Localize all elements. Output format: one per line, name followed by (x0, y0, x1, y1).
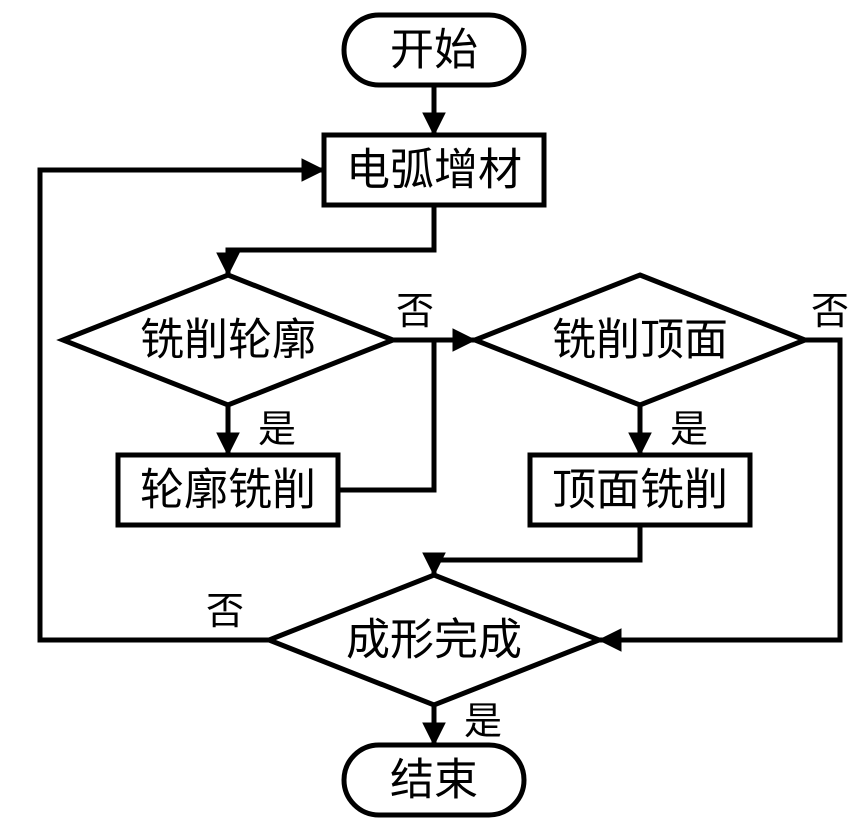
node-contour_mill-label: 轮廓铣削 (140, 466, 316, 515)
node-shape_done: 成形完成 (269, 575, 599, 705)
e-done-no-loop-label: 否 (206, 591, 244, 633)
e-topmill-down-arrowhead (423, 553, 445, 575)
e-top-yes-label: 是 (670, 409, 708, 451)
e-done-no-loop: 否 (40, 159, 324, 640)
node-mill_contour: 铣削轮廓 (63, 275, 393, 405)
node-arc_additive-label: 电弧增材 (346, 146, 522, 195)
e-top-yes-arrowhead (629, 433, 651, 455)
node-top_mill-label: 顶面铣削 (552, 466, 728, 515)
e-contourmill-merge (338, 340, 434, 490)
node-mill_top-label: 铣削顶面 (552, 316, 728, 365)
node-end-label: 结束 (390, 756, 478, 805)
node-shape_done-label: 成形完成 (346, 616, 522, 665)
node-start: 开始 (344, 15, 524, 85)
e-top-yes: 是 (629, 405, 708, 455)
node-arc_additive: 电弧增材 (324, 135, 544, 205)
e-done-no-loop-arrowhead (302, 159, 324, 181)
e-start-arc (423, 85, 445, 135)
e-contour-no-label: 否 (396, 291, 434, 333)
e-contour-yes-arrowhead (217, 433, 239, 455)
e-top-no-label: 否 (811, 291, 849, 333)
node-top_mill: 顶面铣削 (530, 455, 750, 525)
e-start-arc-arrowhead (423, 113, 445, 135)
e-arc-down-left (217, 205, 434, 275)
node-mill_top: 铣削顶面 (475, 275, 805, 405)
e-done-yes: 是 (423, 701, 502, 745)
node-start-label: 开始 (390, 26, 478, 75)
e-done-yes-label: 是 (464, 701, 502, 743)
e-contour-yes: 是 (217, 405, 296, 455)
node-mill_contour-label: 铣削轮廓 (140, 316, 316, 365)
node-end: 结束 (344, 745, 524, 815)
e-arc-down-left-arrowhead (217, 253, 239, 275)
e-topmill-down (423, 525, 640, 575)
e-contour-yes-label: 是 (258, 409, 296, 451)
node-contour_mill: 轮廓铣削 (118, 455, 338, 525)
e-done-yes-arrowhead (423, 723, 445, 745)
